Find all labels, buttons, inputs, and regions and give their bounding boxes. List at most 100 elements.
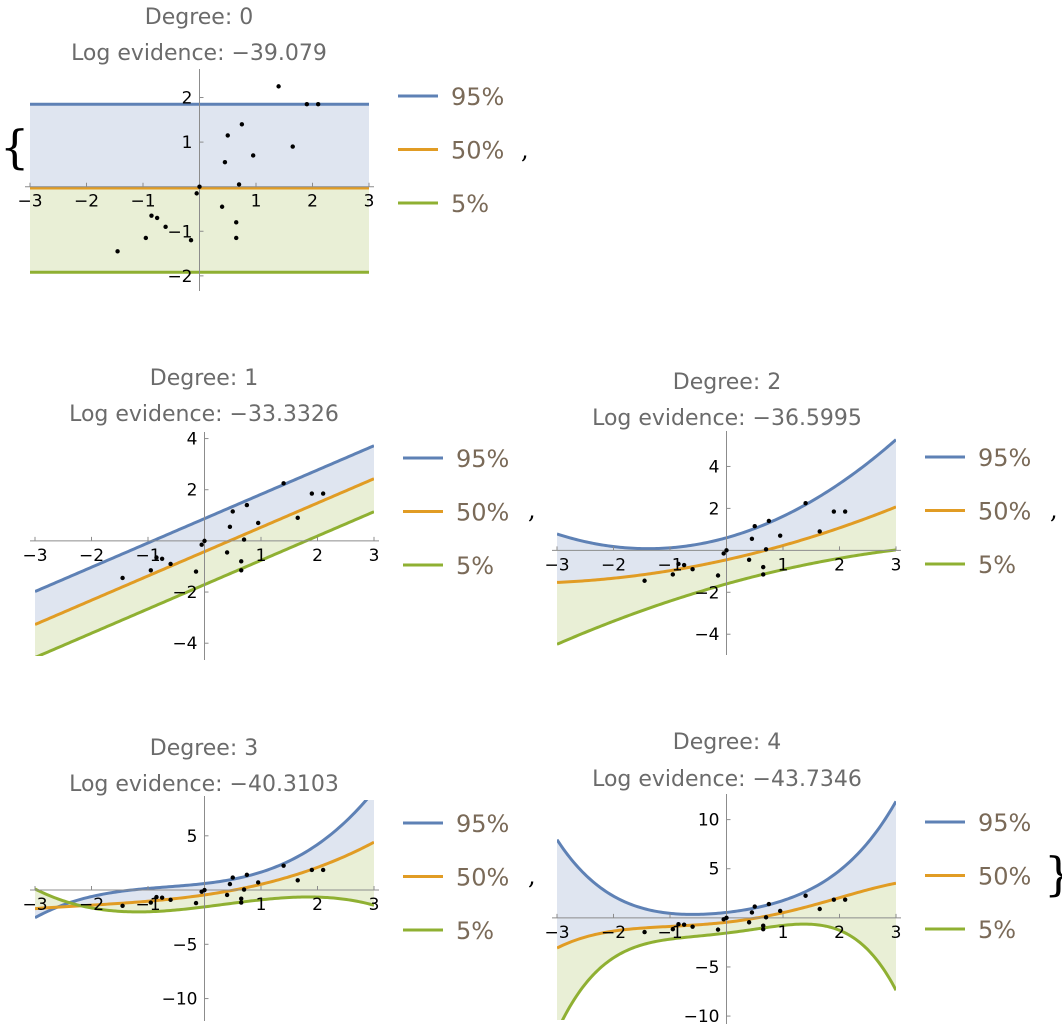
data-point bbox=[193, 569, 199, 574]
y-tick-label: 10 bbox=[698, 811, 720, 831]
y-tick-label: 1 bbox=[182, 133, 193, 153]
data-point bbox=[194, 191, 199, 196]
data-point bbox=[752, 904, 757, 909]
x-tick-label: 3 bbox=[369, 546, 380, 566]
data-point bbox=[681, 922, 687, 927]
data-point bbox=[163, 224, 168, 230]
data-point bbox=[244, 502, 250, 508]
y-tick-label: 4 bbox=[709, 457, 720, 477]
data-point bbox=[803, 893, 808, 898]
legend-label: 5% bbox=[978, 916, 1016, 944]
data-point bbox=[225, 133, 230, 138]
x-tick-label: 2 bbox=[312, 895, 323, 915]
data-point bbox=[642, 578, 647, 583]
data-point bbox=[222, 159, 228, 165]
data-point bbox=[154, 894, 159, 900]
x-tick-label: 2 bbox=[307, 192, 318, 212]
data-point bbox=[777, 533, 783, 538]
data-point bbox=[681, 562, 687, 568]
data-point bbox=[239, 559, 244, 564]
x-tick-label: −1 bbox=[130, 192, 155, 212]
data-point bbox=[842, 509, 848, 514]
data-point bbox=[197, 184, 202, 189]
data-point bbox=[115, 249, 120, 254]
x-tick-label: 1 bbox=[256, 546, 267, 566]
x-tick-label: −1 bbox=[657, 923, 682, 943]
data-point bbox=[236, 182, 242, 187]
list-comma: , bbox=[521, 136, 529, 164]
data-point bbox=[281, 481, 286, 486]
legend: 95% 50% 5% bbox=[925, 444, 1031, 579]
legend-label: 95% bbox=[456, 810, 509, 838]
data-point bbox=[255, 520, 261, 526]
data-point bbox=[154, 215, 160, 221]
x-tick-label: −1 bbox=[135, 546, 160, 566]
legend-label: 50% bbox=[978, 863, 1031, 891]
chart-title: Degree: 1 bbox=[150, 366, 258, 391]
x-tick-label: 3 bbox=[891, 555, 902, 575]
x-tick-label: 3 bbox=[891, 923, 902, 943]
y-tick-label: −5 bbox=[172, 935, 197, 955]
data-point bbox=[320, 491, 326, 496]
chart-subtitle: Log evidence: −39.079 bbox=[71, 41, 327, 66]
list-comma: , bbox=[528, 496, 536, 524]
data-point bbox=[670, 926, 676, 932]
data-point bbox=[304, 102, 310, 107]
list-comma: , bbox=[1050, 496, 1058, 524]
data-point bbox=[230, 509, 235, 514]
data-point bbox=[749, 536, 755, 542]
data-point bbox=[309, 867, 315, 873]
legend-label: 50% bbox=[456, 864, 509, 892]
data-point bbox=[642, 929, 647, 935]
data-point bbox=[234, 220, 239, 225]
data-point bbox=[143, 235, 149, 241]
data-point bbox=[239, 896, 244, 901]
y-tick-label: −4 bbox=[172, 634, 197, 654]
open-brace: { bbox=[0, 120, 29, 174]
data-point bbox=[721, 551, 726, 556]
data-point bbox=[120, 575, 125, 581]
x-tick-label: −2 bbox=[74, 192, 99, 212]
legend-label: 5% bbox=[978, 551, 1016, 579]
data-point bbox=[199, 542, 204, 547]
legend-label: 50% bbox=[456, 499, 509, 527]
legend-label: 95% bbox=[456, 445, 509, 473]
legend-label: 5% bbox=[451, 190, 489, 218]
data-point bbox=[676, 561, 681, 567]
x-tick-label: −3 bbox=[544, 555, 569, 575]
x-tick-label: −3 bbox=[544, 923, 569, 943]
x-tick-label: −2 bbox=[601, 923, 626, 943]
data-point bbox=[250, 153, 256, 158]
lower-band-fill bbox=[35, 842, 374, 912]
y-tick-label: −1 bbox=[167, 222, 192, 242]
legend-label: 5% bbox=[456, 917, 494, 945]
data-point bbox=[239, 568, 244, 573]
y-tick-label: 5 bbox=[709, 860, 720, 880]
data-point bbox=[193, 900, 199, 906]
data-point bbox=[746, 557, 752, 562]
data-point bbox=[803, 500, 808, 506]
data-point bbox=[239, 900, 244, 905]
data-point bbox=[763, 547, 769, 552]
data-point bbox=[290, 144, 295, 149]
y-tick-label: 5 bbox=[187, 827, 198, 847]
y-tick-label: −10 bbox=[162, 990, 198, 1010]
data-point bbox=[752, 524, 757, 529]
data-point bbox=[244, 872, 250, 878]
y-tick-label: −2 bbox=[172, 583, 197, 603]
data-point bbox=[154, 555, 159, 560]
data-point bbox=[168, 897, 173, 903]
legend-label: 95% bbox=[978, 809, 1031, 837]
chart-panel-degree-4: Degree: 4 Log evidence: −43.7346 −3 −2 −1 1 2 3… bbox=[544, 730, 1031, 1026]
data-point bbox=[831, 509, 837, 514]
data-point bbox=[766, 901, 772, 907]
data-point bbox=[276, 84, 281, 89]
data-point bbox=[761, 564, 766, 570]
x-tick-label: 1 bbox=[778, 555, 789, 575]
data-point bbox=[149, 213, 154, 218]
x-tick-label: 3 bbox=[364, 192, 375, 212]
y-tick-label: −2 bbox=[694, 583, 719, 603]
x-tick-label: −1 bbox=[135, 895, 160, 915]
data-point bbox=[842, 897, 848, 902]
